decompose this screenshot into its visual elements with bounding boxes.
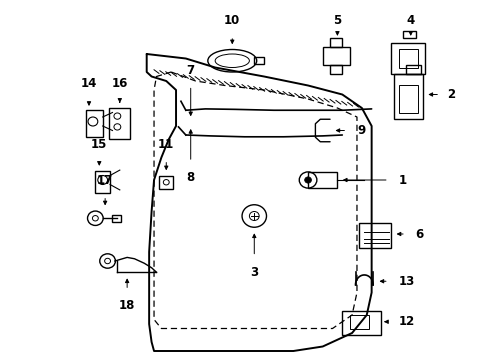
Text: 18: 18: [119, 299, 135, 312]
Bar: [307, 172, 337, 188]
Text: 2: 2: [447, 88, 455, 101]
Bar: [349, 315, 368, 329]
Bar: [398, 49, 417, 68]
Text: 14: 14: [81, 77, 97, 90]
Text: 15: 15: [91, 138, 107, 151]
Text: 17: 17: [97, 174, 113, 187]
Text: 6: 6: [415, 228, 423, 240]
Bar: [398, 85, 417, 112]
Bar: [254, 57, 264, 64]
Text: 13: 13: [398, 275, 414, 288]
Circle shape: [304, 177, 311, 183]
Bar: [329, 38, 342, 47]
Bar: [329, 65, 342, 74]
Text: 7: 7: [186, 63, 194, 77]
Bar: [109, 108, 129, 139]
Bar: [85, 110, 102, 137]
Bar: [405, 65, 420, 74]
Text: 12: 12: [398, 315, 414, 328]
Text: 8: 8: [186, 171, 194, 184]
Text: 16: 16: [111, 77, 128, 90]
Bar: [322, 47, 349, 65]
Bar: [359, 223, 390, 248]
Bar: [159, 176, 173, 189]
Text: 10: 10: [224, 14, 240, 27]
Bar: [95, 171, 110, 193]
Bar: [112, 215, 121, 222]
Text: 1: 1: [398, 174, 406, 186]
Bar: [403, 31, 415, 38]
Text: 3: 3: [250, 266, 258, 279]
Bar: [342, 310, 381, 335]
Text: 9: 9: [356, 124, 365, 137]
Bar: [390, 43, 425, 74]
Text: 5: 5: [333, 14, 341, 27]
Text: 11: 11: [158, 138, 174, 151]
Bar: [393, 74, 422, 119]
Text: 4: 4: [406, 14, 414, 27]
